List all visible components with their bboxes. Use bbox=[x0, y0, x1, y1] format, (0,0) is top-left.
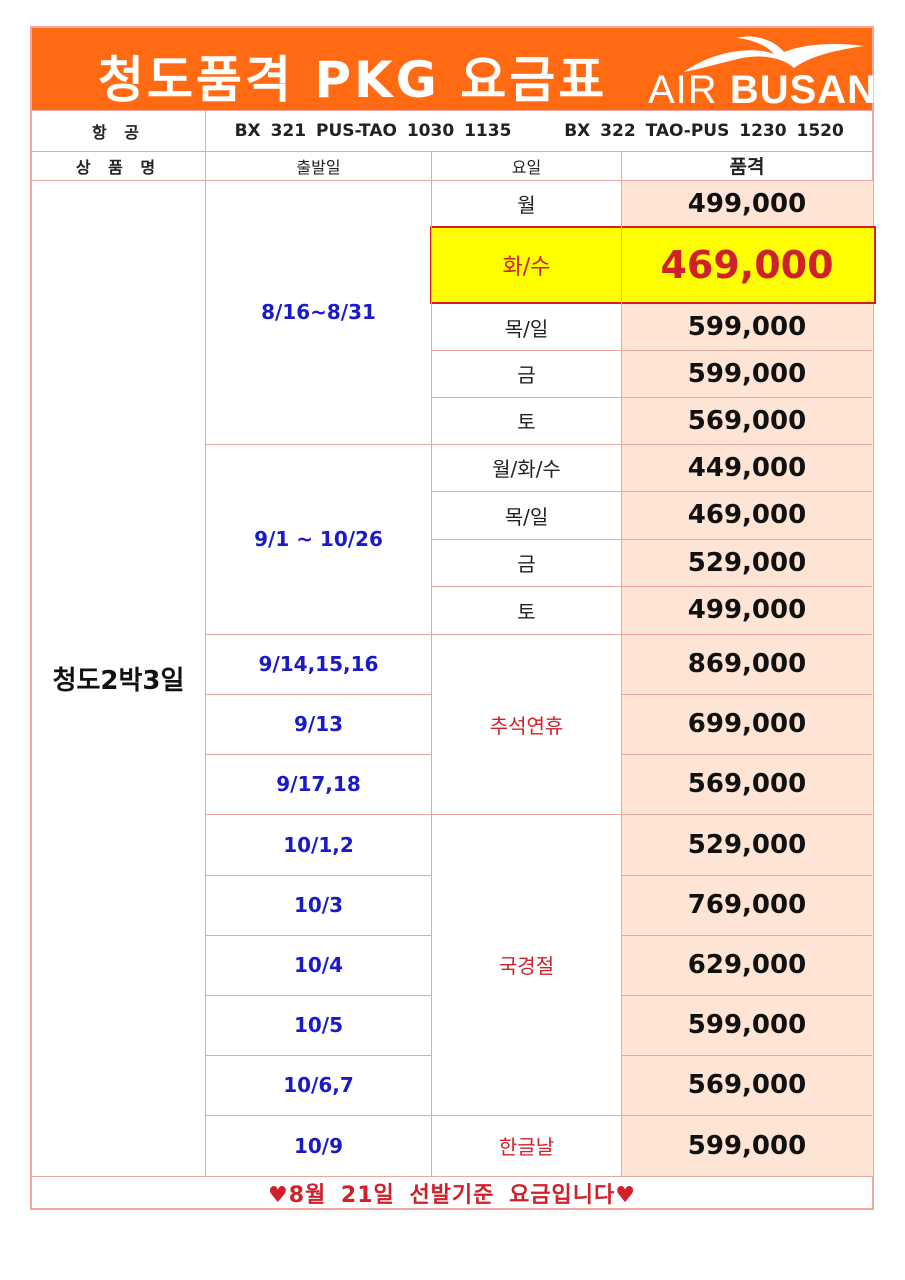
price-cell: 529,000 bbox=[687, 547, 807, 578]
price-cell: 599,000 bbox=[687, 312, 807, 342]
page-title: 청도품격 PKG 요금표 bbox=[98, 51, 608, 109]
weekday-cell-highlight: 화/수 bbox=[502, 255, 551, 280]
flight-label: 항 공 bbox=[91, 122, 145, 142]
holiday-label-hangul-day: 한글날 bbox=[498, 1135, 555, 1159]
price-cell: 499,000 bbox=[687, 188, 807, 219]
price-cell: 599,000 bbox=[687, 1010, 807, 1040]
departure-date: 9/17,18 bbox=[276, 772, 361, 796]
price-cell: 699,000 bbox=[687, 709, 807, 739]
inbound-flight: BX 322 TAO-PUS 1230 1520 bbox=[564, 120, 844, 141]
weekday-cell: 목/일 bbox=[504, 316, 549, 341]
weekday-cell: 월 bbox=[517, 193, 536, 217]
departure-date: 10/3 bbox=[293, 893, 344, 917]
title-banner: 청도품격 PKG 요금표 AIR BUSAN bbox=[32, 28, 876, 112]
price-cell: 449,000 bbox=[687, 452, 807, 483]
price-cell: 769,000 bbox=[687, 890, 807, 920]
weekday-cell: 토 bbox=[517, 599, 536, 624]
price-cell: 569,000 bbox=[687, 1070, 807, 1100]
price-cell: 529,000 bbox=[687, 829, 807, 860]
price-cell: 869,000 bbox=[687, 649, 807, 679]
price-cell: 569,000 bbox=[687, 769, 807, 799]
table-frame bbox=[30, 26, 874, 1210]
price-cell: 599,000 bbox=[687, 358, 807, 389]
footer-note: ♥8월 21일 선발기준 요금입니다♥ bbox=[268, 1182, 636, 1208]
departure-date-range: 9/1 ~ 10/26 bbox=[254, 527, 383, 551]
product-name: 청도2박3일 bbox=[52, 665, 185, 696]
weekday-cell: 목/일 bbox=[504, 504, 549, 529]
column-header-product: 상 품 명 bbox=[75, 157, 162, 177]
price-cell: 499,000 bbox=[687, 595, 807, 625]
departure-date: 10/5 bbox=[293, 1013, 344, 1037]
weekday-cell: 금 bbox=[517, 363, 536, 387]
column-header-weekday: 요일 bbox=[511, 157, 542, 177]
column-header-departure: 출발일 bbox=[296, 157, 341, 177]
departure-date: 10/6,7 bbox=[283, 1073, 354, 1097]
price-cell: 569,000 bbox=[687, 405, 807, 436]
air-busan-logo: AIR BUSAN bbox=[644, 32, 876, 112]
holiday-label-national-day: 국경절 bbox=[498, 954, 555, 978]
holiday-label-chuseok: 추석연휴 bbox=[489, 713, 564, 738]
outbound-flight: BX 321 PUS-TAO 1030 1135 bbox=[234, 120, 512, 141]
departure-date-range: 8/16~8/31 bbox=[261, 300, 376, 324]
price-cell: 469,000 bbox=[687, 500, 807, 530]
highlight-row bbox=[430, 226, 876, 304]
price-column-bg bbox=[622, 181, 873, 1176]
weekday-cell: 월/화/수 bbox=[492, 457, 561, 481]
seagull-logo-icon bbox=[684, 36, 864, 72]
departure-date: 10/1,2 bbox=[283, 832, 354, 857]
departure-date: 10/9 bbox=[293, 1133, 344, 1158]
price-cell-highlight: 469,000 bbox=[660, 243, 834, 287]
departure-date: 9/13 bbox=[293, 712, 344, 736]
weekday-cell: 토 bbox=[517, 410, 536, 434]
column-header-price: 품격 bbox=[729, 156, 765, 178]
price-cell: 599,000 bbox=[687, 1130, 807, 1161]
price-cell: 629,000 bbox=[687, 950, 807, 980]
weekday-cell: 금 bbox=[517, 552, 536, 576]
departure-date: 10/4 bbox=[293, 953, 344, 977]
departure-date: 9/14,15,16 bbox=[258, 652, 379, 676]
